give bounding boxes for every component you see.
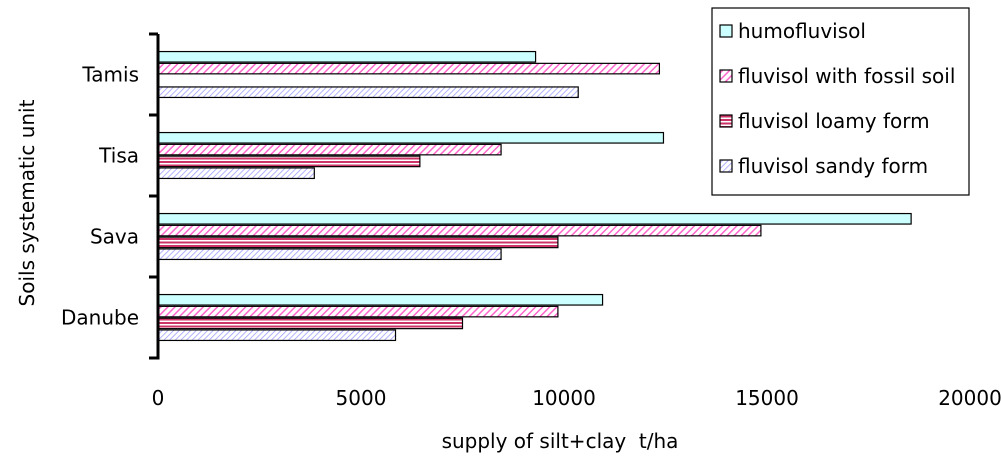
bar-tamis-fluvisol-sandy-form bbox=[157, 86, 579, 99]
bar-tisa-fluvisol-loamy-form bbox=[157, 155, 421, 168]
x-tick-label: 15000 bbox=[735, 386, 799, 410]
legend-label: fluvisol loamy form bbox=[738, 109, 930, 133]
bar-sava-humofluvisol bbox=[157, 212, 912, 225]
y-axis-title: Soils systematic unit bbox=[15, 99, 39, 306]
x-tick-label: 5000 bbox=[336, 386, 387, 410]
legend-label: fluvisol with fossil soil bbox=[738, 64, 955, 88]
bar-sava-fluvisol-sandy-form bbox=[157, 248, 502, 261]
x-tick-label: 20000 bbox=[938, 386, 1001, 410]
bar-tisa-humofluvisol bbox=[157, 131, 665, 144]
y-tick-label: Sava bbox=[90, 225, 139, 249]
bar-tisa-fluvisol-with-fossil-soil bbox=[157, 143, 502, 156]
x-tick-label: 10000 bbox=[532, 386, 596, 410]
legend-label: fluvisol sandy form bbox=[738, 154, 928, 178]
legend-swatch bbox=[719, 24, 733, 38]
x-tick-label: 0 bbox=[152, 386, 165, 410]
bar-sava-fluvisol-with-fossil-soil bbox=[157, 224, 762, 237]
legend-swatch bbox=[719, 69, 733, 83]
legend-swatch bbox=[719, 159, 733, 173]
bar-sava-fluvisol-loamy-form bbox=[157, 236, 559, 249]
y-tick-label: Tisa bbox=[98, 144, 139, 168]
legend-swatch bbox=[719, 114, 733, 128]
y-tick-label: Danube bbox=[61, 306, 139, 330]
bar-tamis-fluvisol-with-fossil-soil bbox=[157, 62, 661, 75]
y-tick-label: Tamis bbox=[81, 63, 139, 87]
bar-danube-fluvisol-with-fossil-soil bbox=[157, 305, 559, 318]
legend-label: humofluvisol bbox=[738, 19, 866, 43]
legend-box bbox=[711, 7, 970, 196]
bar-tisa-fluvisol-sandy-form bbox=[157, 167, 315, 180]
x-axis-title: supply of silt+clay t/ha bbox=[442, 429, 679, 453]
bar-danube-humofluvisol bbox=[157, 293, 604, 306]
bar-danube-fluvisol-loamy-form bbox=[157, 317, 464, 330]
bar-danube-fluvisol-sandy-form bbox=[157, 329, 397, 342]
bar-tamis-humofluvisol bbox=[157, 50, 537, 63]
